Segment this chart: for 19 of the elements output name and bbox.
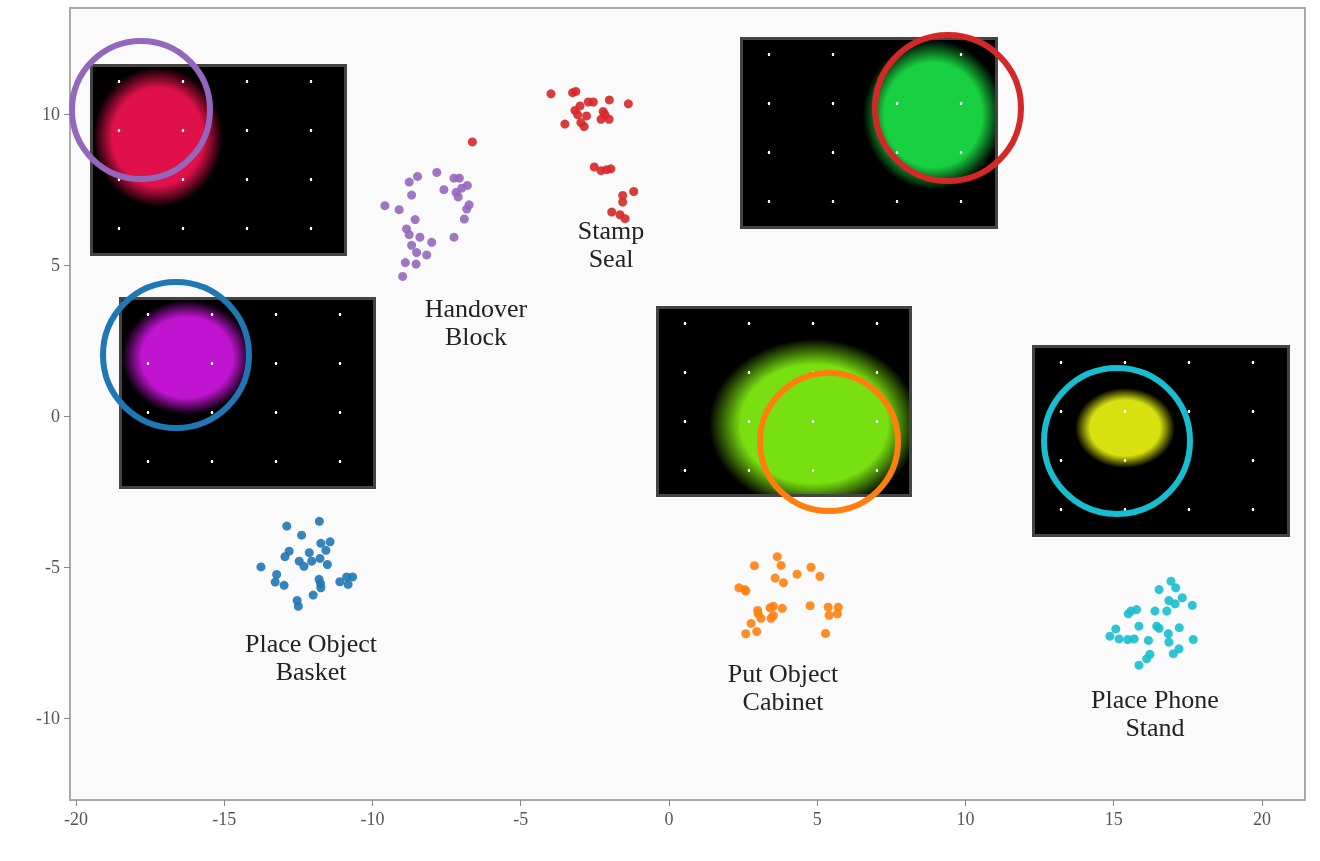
y-tick-label: 10 xyxy=(42,103,60,124)
x-tick-label: 0 xyxy=(664,809,674,829)
annotation: Handover Block xyxy=(424,293,528,351)
x-tick-label: -10 xyxy=(360,809,385,829)
y-tick-label: 0 xyxy=(51,406,60,427)
y-tick-label: -10 xyxy=(36,708,60,729)
annotation: Place Object Basket xyxy=(244,628,378,686)
annotation: Stamp Seal xyxy=(577,215,645,273)
x-tick-label: 10 xyxy=(956,809,975,829)
x-tick-label: 15 xyxy=(1104,809,1123,829)
x-tick-label: -5 xyxy=(513,809,529,829)
x-tick-label: -20 xyxy=(63,809,88,829)
x-tick-label: 5 xyxy=(812,809,822,829)
y-tick-label: 5 xyxy=(51,254,60,275)
x-tick-label: -15 xyxy=(212,809,237,829)
annotation: Put Object Cabinet xyxy=(727,658,840,716)
x-tick-label: 20 xyxy=(1253,809,1271,829)
y-tick-label: -5 xyxy=(45,557,60,578)
annotation: Place Phone Stand xyxy=(1091,684,1219,742)
